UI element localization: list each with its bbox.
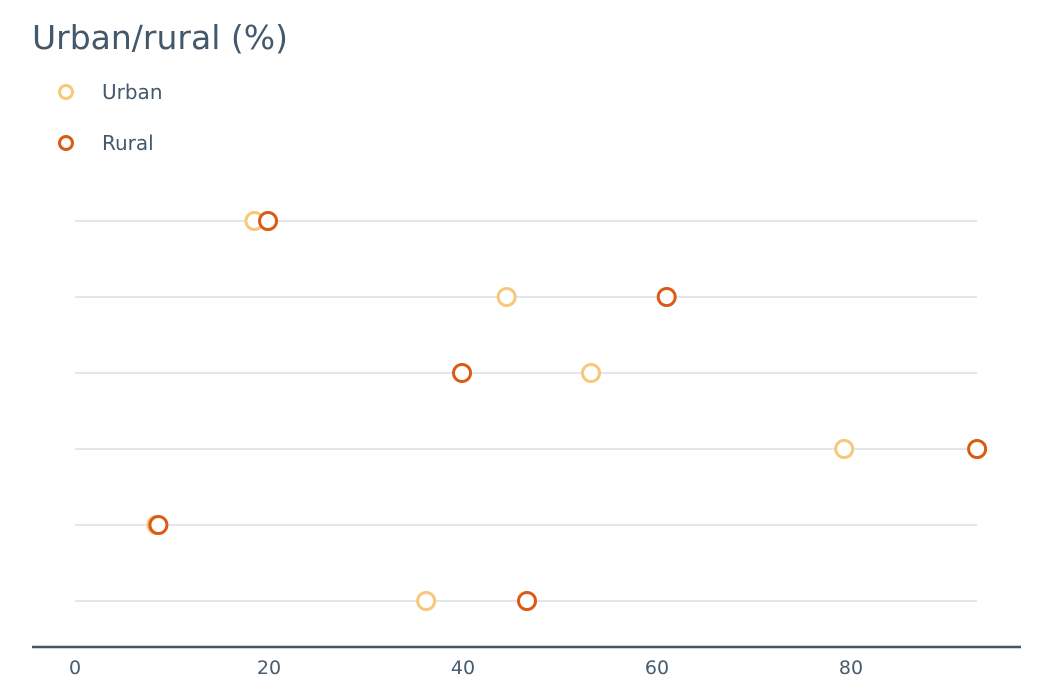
data-point-urban (496, 287, 517, 307)
legend-item-rural: Rural (58, 131, 154, 155)
x-tick-label: 20 (257, 657, 281, 679)
legend-label-urban: Urban (102, 80, 163, 104)
x-tick-label: 60 (645, 657, 669, 679)
legend-item-urban: Urban (58, 80, 163, 104)
x-tick-label: 40 (451, 657, 475, 679)
data-point-rural (148, 515, 169, 535)
data-point-urban (416, 591, 437, 611)
legend-swatch-urban (58, 84, 74, 100)
data-point-rural (517, 591, 538, 611)
legend-swatch-rural (58, 135, 74, 151)
x-tick-label: 0 (69, 657, 81, 679)
data-point-rural (656, 287, 677, 307)
data-point-urban (581, 363, 602, 383)
data-point-urban (834, 439, 855, 459)
x-tick-label: 80 (839, 657, 863, 679)
chart-title: Urban/rural (%) (32, 18, 288, 57)
data-point-rural (967, 439, 988, 459)
data-point-rural (452, 363, 473, 383)
legend-label-rural: Rural (102, 131, 154, 155)
data-point-rural (258, 211, 279, 231)
